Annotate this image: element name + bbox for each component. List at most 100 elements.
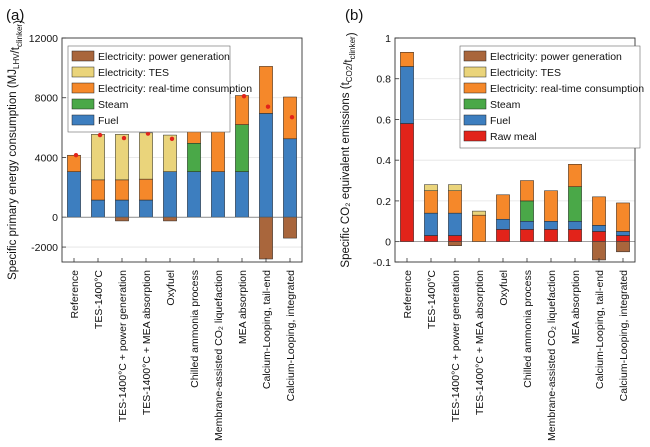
net-marker [241, 94, 247, 99]
bar-segment [448, 235, 462, 242]
panel-label: (a) [6, 7, 24, 24]
chart-panel-b: (b) -0.1 0 0.2 0.4 0.6 0.8 1 Reference TES-1400°C… [340, 7, 644, 441]
x-tick-label: Chilled ammonia process [522, 270, 534, 388]
x-tick-label: Membrane-assisted CO₂ liquefaction [546, 270, 558, 441]
net-marker [73, 153, 79, 158]
bar-segment [520, 229, 534, 242]
x-tick-label: Membrane-assisted CO₂ liquefaction [213, 270, 225, 441]
x-tick-label: Calcium-Looping, integrated [618, 270, 630, 401]
x-tick-label: Calcium-Looping, tail-end [261, 270, 273, 389]
legend-box [459, 45, 641, 149]
bar-segment [235, 171, 249, 218]
legend-label: Fuel [490, 115, 510, 127]
legend-label: Electricity: real-time consumption [490, 83, 644, 95]
legend-label: Steam [490, 99, 521, 111]
bar-segment [235, 124, 249, 172]
bar-segment [115, 134, 129, 181]
bar-segment [520, 221, 534, 230]
legend-swatch [71, 82, 95, 94]
legend-label: Electricity: TES [98, 67, 169, 79]
bar-segment [448, 190, 462, 214]
y-tick-label: 8000 [35, 93, 59, 105]
bar-segment [91, 199, 105, 218]
legend-box [67, 45, 231, 133]
bar-segment [592, 241, 606, 261]
y-axis-label: Specific CO₂ equivalent emissions (tCO2/… [340, 32, 358, 267]
x-tick-label: Reference [402, 270, 414, 319]
bar-segment [592, 231, 606, 242]
legend-swatch [463, 98, 487, 110]
legend-swatch [463, 82, 487, 94]
y-tick-label: 0.2 [376, 196, 391, 208]
legend-swatch [463, 114, 487, 126]
axes-frame [394, 37, 636, 263]
x-tick-label: Chilled ammonia process [189, 270, 201, 388]
legend-swatch [463, 66, 487, 78]
net-marker [145, 131, 151, 136]
bar-segment [91, 134, 105, 181]
bar-segment [424, 190, 438, 214]
y-tick-label: 0.6 [376, 114, 391, 126]
bar-segment [616, 231, 630, 236]
bar-segment [67, 171, 81, 218]
bar-segment [544, 229, 558, 242]
y-tick-label: 0 [385, 237, 391, 249]
bar-segment [568, 186, 582, 222]
bar-segment [448, 241, 462, 246]
bar-segment [283, 216, 297, 239]
bar-segment [424, 235, 438, 242]
legend-swatch [71, 50, 95, 62]
x-tick-label: TES-1400°C [93, 270, 105, 329]
bar-segment [259, 216, 273, 260]
legend-label: Raw meal [490, 131, 537, 143]
bar-segment [115, 199, 129, 218]
bar-segment [163, 216, 177, 222]
bar-segment [424, 184, 438, 191]
bar-segment [448, 212, 462, 236]
legend-swatch [71, 114, 95, 126]
x-tick-label: TES-1400°C + power generation [450, 270, 462, 422]
legend-swatch [71, 66, 95, 78]
legend-label: Electricity: power generation [98, 51, 230, 63]
x-tick-label: Calcium-Looping, integrated [285, 270, 297, 401]
axes-frame [61, 37, 303, 263]
net-marker [97, 132, 103, 138]
legend: Electricity: power generation Electricity… [459, 45, 644, 149]
bar-segment [568, 221, 582, 230]
panel-label: (b) [345, 7, 363, 24]
x-tick-label: TES-1400°C + power generation [117, 270, 129, 422]
bar-segment [496, 194, 510, 220]
y-tick-label: 4000 [35, 152, 59, 164]
legend-label: Electricity: power generation [490, 51, 622, 63]
bar-segment [163, 171, 177, 218]
chart-panel-a: (a) -2000 0 4000 8000 12000 Reference TES-1400°… [6, 7, 303, 441]
y-tick-label: 0.8 [376, 74, 391, 86]
bar-segment [616, 202, 630, 232]
bar-segment [616, 235, 630, 242]
bar-segment [139, 199, 153, 218]
bar-segment [544, 190, 558, 222]
y-tick-label: -0.1 [373, 257, 391, 269]
bar-segment [400, 123, 414, 242]
legend-label: Electricity: TES [490, 67, 561, 79]
bar-segment [115, 216, 129, 222]
bar-segment [139, 178, 153, 201]
legend-swatch [463, 50, 487, 62]
y-axis-label: Specific primary energy consumption (MJL… [7, 20, 25, 280]
bar-segment [400, 66, 414, 124]
bar-segment [115, 179, 129, 201]
y-tick-label: -2000 [31, 242, 58, 254]
x-tick-label: TES-1400°C [426, 270, 438, 329]
y-tick-label: 0.4 [376, 155, 391, 167]
bar-segment [496, 229, 510, 242]
x-tick-label: Reference [69, 270, 81, 319]
bar-segment [520, 200, 534, 222]
legend-label: Fuel [98, 115, 118, 127]
bar-segment [91, 179, 105, 201]
y-tick-label: 0 [52, 212, 58, 224]
x-tick-label: Oxyfuel [498, 270, 510, 306]
bar-segment [187, 143, 201, 172]
bar-segment [67, 154, 81, 172]
net-marker [265, 104, 271, 109]
bar-segment [211, 171, 225, 218]
